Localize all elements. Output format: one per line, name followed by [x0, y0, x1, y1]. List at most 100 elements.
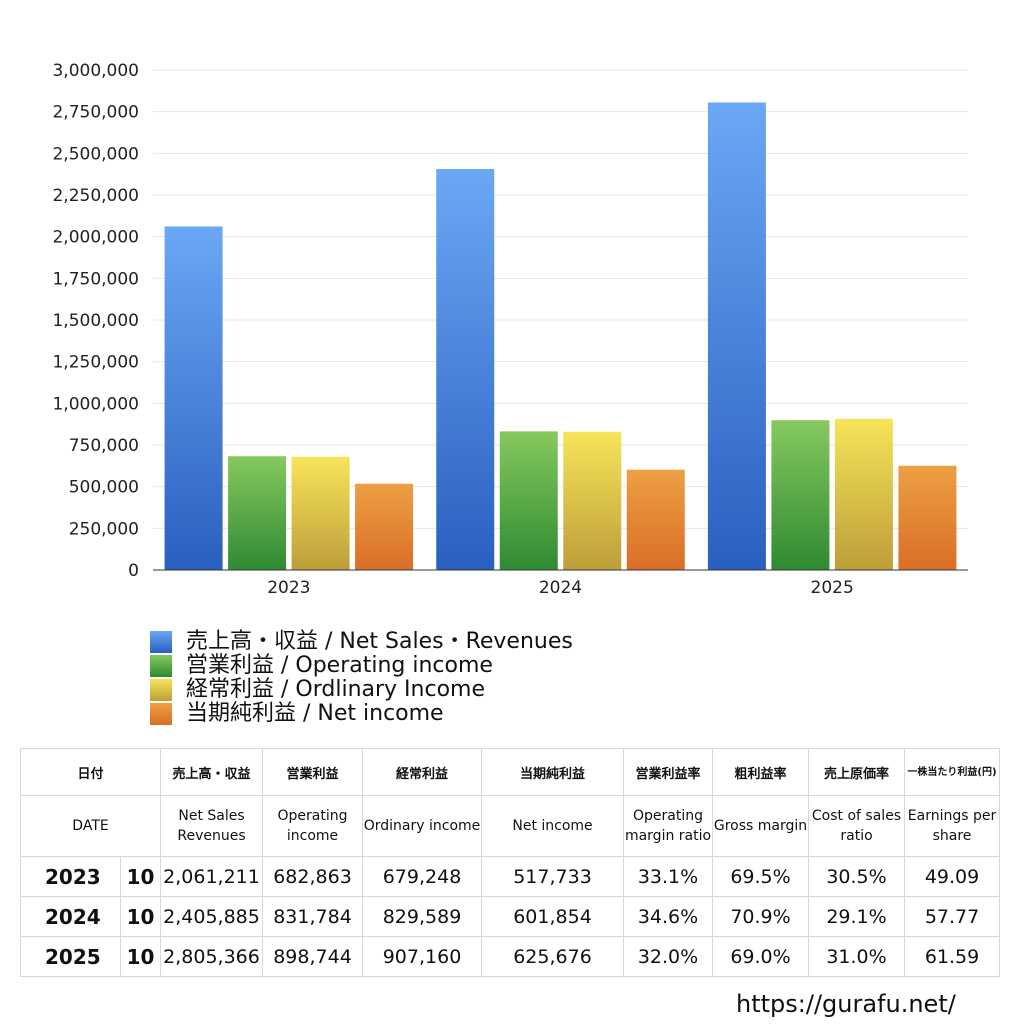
- bar-2023-series-0: [164, 226, 223, 570]
- bar-2023-series-3: [355, 483, 414, 570]
- y-tick-label: 1,000,000: [52, 394, 139, 414]
- y-tick-label: 2,750,000: [52, 103, 139, 123]
- legend-swatch-yellow: [150, 679, 172, 701]
- y-tick-label: 2,000,000: [52, 228, 139, 248]
- y-tick-label: 250,000: [69, 519, 139, 539]
- x-tick-label: 2025: [811, 578, 854, 598]
- cell-cost: 30.5%: [808, 856, 906, 897]
- bar-chart: 0 250,000 500,000 750,000 1,000,000 1,250,000…: [52, 61, 968, 598]
- bar-2023-series-2: [291, 456, 350, 570]
- y-tick-label: 1,750,000: [52, 269, 139, 289]
- bar-2024-series-3: [626, 469, 685, 570]
- y-tick-label: 1,500,000: [52, 311, 139, 331]
- header-cost-jp: 売上原価率: [808, 748, 906, 796]
- y-tick-label: 3,000,000: [52, 61, 139, 81]
- gridlines: [153, 69, 968, 529]
- cell-eps: 49.09: [904, 856, 1001, 897]
- legend-item-operating-income: 営業利益 / Operating income: [150, 654, 573, 678]
- bar-2025-series-1: [771, 420, 830, 570]
- header-sales-en: Net Sales Revenues: [160, 795, 264, 857]
- header-eps-jp: 一株当たり利益(円): [904, 748, 1001, 796]
- header-ordinary-jp: 経常利益: [362, 748, 483, 796]
- cell-eps: 61.59: [904, 936, 1001, 977]
- cell-net: 625,676: [481, 936, 625, 977]
- bars: [164, 102, 957, 571]
- header-gross-en: Gross margin: [712, 795, 810, 857]
- header-operating-en: Operating income: [262, 795, 364, 857]
- header-date-jp: 日付: [19, 748, 162, 796]
- cell-sales: 2,805,366: [160, 936, 264, 977]
- bar-2024-series-0: [436, 169, 495, 570]
- cell-year: 2023: [20, 856, 121, 897]
- bar-2025-series-2: [834, 418, 893, 570]
- header-eps-en: Earnings per share: [904, 795, 1001, 857]
- header-row-jp: 日付 売上高・収益 営業利益 経常利益 当期純利益 営業利益率 粗利益率 売上原…: [19, 748, 1001, 796]
- site-url[interactable]: https://gurafu.net/: [736, 990, 956, 1018]
- cell-sales: 2,061,211: [160, 856, 264, 897]
- header-ordinary-en: Ordinary income: [362, 795, 483, 857]
- financial-table: 日付 売上高・収益 営業利益 経常利益 当期純利益 営業利益率 粗利益率 売上原…: [19, 748, 1001, 977]
- cell-operating: 831,784: [262, 896, 364, 937]
- cell-operating: 898,744: [262, 936, 364, 977]
- legend-item-net-income: 当期純利益 / Net income: [150, 702, 573, 726]
- cell-ordinary: 907,160: [362, 936, 483, 977]
- cell-eps: 57.77: [904, 896, 1001, 937]
- table-row: 2023 10 2,061,211 682,863 679,248 517,73…: [20, 856, 1001, 897]
- cell-month: 10: [119, 856, 162, 897]
- cell-sales: 2,405,885: [160, 896, 264, 937]
- bar-2025-series-0: [707, 102, 766, 571]
- cell-gross: 70.9%: [712, 896, 810, 937]
- y-tick-label: 500,000: [69, 478, 139, 498]
- bar-2023-series-1: [228, 456, 287, 570]
- header-date-en: DATE: [19, 795, 162, 857]
- legend-swatch-green: [150, 655, 172, 677]
- cell-gross: 69.5%: [712, 856, 810, 897]
- bar-2024-series-1: [499, 431, 558, 570]
- header-gross-jp: 粗利益率: [712, 748, 810, 796]
- bar-2024-series-2: [563, 431, 622, 570]
- legend-label: 売上高・収益 / Net Sales・Revenues: [186, 629, 573, 654]
- x-tick-label: 2023: [267, 578, 310, 598]
- header-op-margin-en: Operating margin ratio: [623, 795, 714, 857]
- header-op-margin-jp: 営業利益率: [623, 748, 714, 796]
- table-row: 2024 10 2,405,885 831,784 829,589 601,85…: [20, 896, 1001, 937]
- cell-cost: 29.1%: [808, 896, 906, 937]
- cell-operating: 682,863: [262, 856, 364, 897]
- cell-cost: 31.0%: [808, 936, 906, 977]
- cell-ordinary: 829,589: [362, 896, 483, 937]
- cell-op-margin: 32.0%: [623, 936, 714, 977]
- cell-month: 10: [119, 896, 162, 937]
- cell-ordinary: 679,248: [362, 856, 483, 897]
- cell-gross: 69.0%: [712, 936, 810, 977]
- y-tick-label: 1,250,000: [52, 353, 139, 373]
- legend-swatch-blue: [150, 631, 172, 653]
- cell-month: 10: [119, 936, 162, 977]
- cell-year: 2025: [20, 936, 121, 977]
- cell-net: 517,733: [481, 856, 625, 897]
- legend-label: 営業利益 / Operating income: [186, 653, 493, 678]
- bar-2025-series-3: [898, 465, 957, 570]
- x-axis-ticks: 2023 2024 2025: [267, 578, 854, 598]
- cell-op-margin: 34.6%: [623, 896, 714, 937]
- header-sales-jp: 売上高・収益: [160, 748, 264, 796]
- cell-net: 601,854: [481, 896, 625, 937]
- header-cost-en: Cost of sales ratio: [808, 795, 906, 857]
- y-tick-label: 2,250,000: [52, 186, 139, 206]
- y-tick-label: 0: [128, 561, 139, 581]
- cell-op-margin: 33.1%: [623, 856, 714, 897]
- header-net-en: Net income: [481, 795, 625, 857]
- header-row-en: DATE Net Sales Revenues Operating income…: [19, 795, 1001, 857]
- header-operating-jp: 営業利益: [262, 748, 364, 796]
- legend-item-net-sales: 売上高・収益 / Net Sales・Revenues: [150, 630, 573, 654]
- legend-swatch-orange: [150, 703, 172, 725]
- legend: 売上高・収益 / Net Sales・Revenues 営業利益 / Opera…: [150, 630, 573, 726]
- header-net-jp: 当期純利益: [481, 748, 625, 796]
- cell-year: 2024: [20, 896, 121, 937]
- y-tick-label: 750,000: [69, 436, 139, 456]
- legend-label: 経常利益 / Ordlinary Income: [186, 677, 485, 702]
- legend-item-ordinary-income: 経常利益 / Ordlinary Income: [150, 678, 573, 702]
- y-axis-ticks: 0 250,000 500,000 750,000 1,000,000 1,250,000…: [52, 61, 139, 581]
- x-tick-label: 2024: [539, 578, 582, 598]
- legend-label: 当期純利益 / Net income: [186, 701, 444, 726]
- y-tick-label: 2,500,000: [52, 144, 139, 164]
